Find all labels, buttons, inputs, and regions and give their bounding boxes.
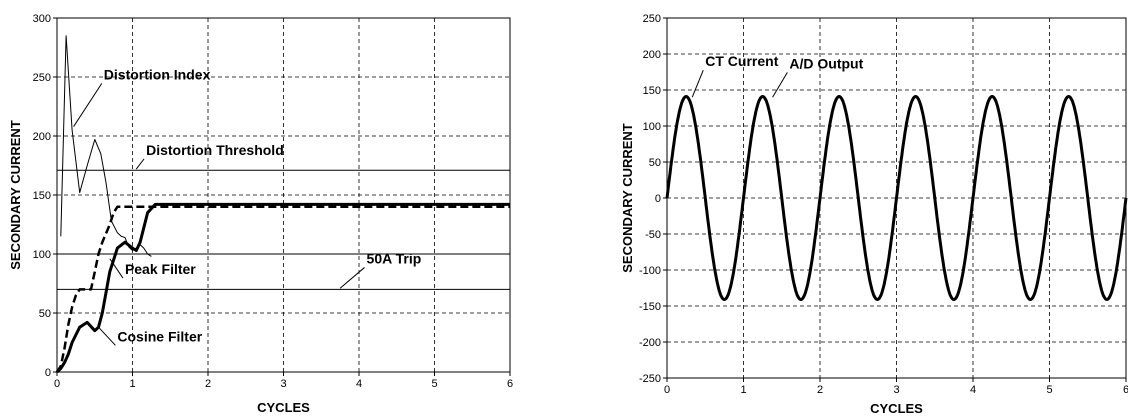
y-tick-label: -100 bbox=[639, 265, 661, 277]
annotation-label: 50A Trip bbox=[367, 250, 422, 266]
x-tick-label: 4 bbox=[970, 384, 976, 396]
y-tick-label: 50 bbox=[649, 157, 661, 169]
annotation-leader bbox=[109, 258, 124, 279]
series-line bbox=[55, 202, 510, 374]
x-tick-label: 4 bbox=[356, 378, 362, 390]
y-tick-label: -200 bbox=[639, 337, 661, 349]
annotation-leader bbox=[73, 83, 103, 127]
x-tick-label: 3 bbox=[280, 378, 286, 390]
y-tick-label: 150 bbox=[33, 190, 51, 202]
x-tick-label: 5 bbox=[431, 378, 437, 390]
x-tick-label: 0 bbox=[54, 378, 60, 390]
annotation-label: Peak Filter bbox=[125, 261, 196, 277]
y-axis-label: SECONDARY CURRENT bbox=[8, 120, 23, 270]
annotation-leader bbox=[339, 267, 365, 289]
y-tick-label: 200 bbox=[33, 131, 51, 143]
y-tick-label: 100 bbox=[643, 121, 661, 133]
y-tick-label: 250 bbox=[643, 13, 661, 25]
y-tick-label: 300 bbox=[33, 13, 51, 25]
x-tick-label: 2 bbox=[817, 384, 823, 396]
annotation-leader bbox=[135, 158, 145, 170]
y-tick-label: 100 bbox=[33, 249, 51, 261]
annotation-label: Distortion Threshold bbox=[146, 142, 284, 158]
x-tick-label: 1 bbox=[740, 384, 746, 396]
x-tick-label: 1 bbox=[129, 378, 135, 390]
y-axis-label: SECONDARY CURRENT bbox=[620, 123, 635, 273]
x-tick-label: 5 bbox=[1046, 384, 1052, 396]
y-tick-label: 250 bbox=[33, 72, 51, 84]
x-tick-label: 0 bbox=[664, 384, 670, 396]
y-tick-label: 150 bbox=[643, 85, 661, 97]
series-line bbox=[665, 95, 1128, 301]
y-tick-label: -150 bbox=[639, 301, 661, 313]
x-tick-label: 6 bbox=[1123, 384, 1128, 396]
annotation-leader bbox=[772, 72, 788, 98]
y-tick-label: -250 bbox=[639, 373, 661, 385]
annotation-label: A/D Output bbox=[789, 55, 863, 71]
annotation-leader bbox=[98, 326, 116, 346]
right-chart: 0 1 2 3 4 5 6 -250 -200 -150 -100 -50 0 50 100 150 200 25… bbox=[620, 13, 1128, 416]
x-axis-label: CYCLES bbox=[257, 400, 310, 415]
annotation-leader bbox=[691, 70, 704, 98]
left-chart: 0 1 2 3 4 5 6 0 50 100 150 200 250 300 Distortion Inde… bbox=[8, 13, 513, 415]
y-tick-label: 0 bbox=[655, 193, 661, 205]
x-axis-label: CYCLES bbox=[870, 401, 923, 416]
y-tick-label: 50 bbox=[39, 308, 51, 320]
x-tick-label: 2 bbox=[205, 378, 211, 390]
x-tick-label: 6 bbox=[507, 378, 513, 390]
annotation-label: Cosine Filter bbox=[117, 328, 202, 344]
x-tick-label: 3 bbox=[893, 384, 899, 396]
annotation-label: Distortion Index bbox=[104, 66, 211, 82]
y-tick-label: -50 bbox=[645, 229, 661, 241]
series-line bbox=[55, 205, 510, 373]
y-tick-label: 200 bbox=[643, 49, 661, 61]
y-tick-label: 0 bbox=[45, 367, 51, 379]
annotation-label: CT Current bbox=[705, 53, 778, 69]
